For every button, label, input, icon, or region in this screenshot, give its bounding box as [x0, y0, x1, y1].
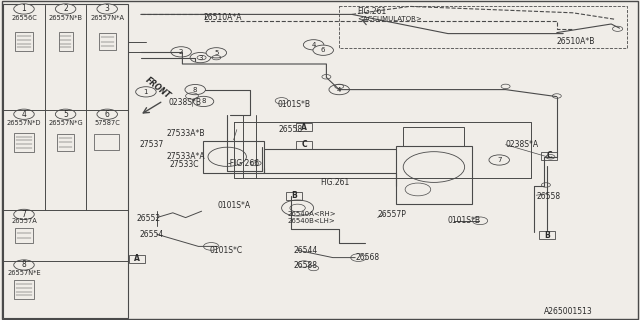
Bar	[15, 228, 33, 243]
Text: 6: 6	[321, 47, 326, 53]
Circle shape	[329, 84, 349, 95]
Circle shape	[206, 48, 227, 58]
Bar	[95, 134, 119, 150]
Text: 26557N*D: 26557N*D	[7, 120, 41, 126]
Text: 8: 8	[201, 99, 206, 104]
Circle shape	[14, 260, 35, 270]
Text: FRONT: FRONT	[144, 76, 172, 100]
Text: 3: 3	[105, 4, 109, 13]
Text: 27533C: 27533C	[170, 160, 199, 169]
Circle shape	[97, 109, 118, 119]
Text: 26557N*B: 26557N*B	[49, 15, 83, 20]
Text: 26558: 26558	[536, 192, 561, 201]
Text: FIG.261: FIG.261	[320, 178, 349, 187]
Text: 26557N*A: 26557N*A	[90, 15, 124, 20]
Text: 0238S*B: 0238S*B	[169, 98, 202, 107]
Bar	[59, 32, 73, 51]
Text: 2: 2	[179, 49, 183, 55]
Text: B: B	[292, 191, 297, 200]
Text: 26510A*A: 26510A*A	[204, 13, 242, 22]
Circle shape	[14, 109, 35, 119]
Text: 26557A: 26557A	[11, 219, 37, 224]
Text: 27533A*B: 27533A*B	[166, 129, 205, 138]
Circle shape	[303, 40, 324, 50]
Circle shape	[185, 84, 205, 95]
Text: A265001513: A265001513	[544, 307, 593, 316]
Text: C: C	[547, 151, 552, 160]
Text: 26557N*G: 26557N*G	[48, 120, 83, 126]
Text: 27537: 27537	[140, 140, 164, 149]
Text: 26554: 26554	[140, 230, 164, 239]
Circle shape	[171, 47, 191, 57]
Text: 8: 8	[22, 260, 26, 269]
Text: 2: 2	[63, 4, 68, 13]
Text: 4: 4	[312, 42, 316, 48]
Bar	[296, 123, 312, 131]
Text: 26558: 26558	[278, 125, 303, 134]
Text: 0101S*A: 0101S*A	[218, 201, 251, 210]
Text: 26557P: 26557P	[378, 210, 406, 219]
Bar	[129, 255, 145, 262]
Bar	[396, 146, 472, 204]
Circle shape	[313, 45, 333, 55]
Text: 26544: 26544	[293, 246, 317, 255]
Text: 1: 1	[22, 4, 26, 13]
Text: 26557N*E: 26557N*E	[7, 270, 41, 276]
Bar	[15, 32, 33, 51]
Text: 26556C: 26556C	[11, 15, 37, 20]
Circle shape	[489, 155, 509, 165]
Text: 57587C: 57587C	[94, 120, 120, 126]
Text: 0238S*A: 0238S*A	[506, 140, 539, 149]
Text: <ACCUMULATOR>: <ACCUMULATOR>	[357, 16, 422, 22]
Bar	[540, 231, 556, 239]
Bar	[3, 4, 128, 318]
Circle shape	[14, 209, 35, 220]
Bar	[541, 152, 557, 160]
Text: 26568: 26568	[355, 253, 380, 262]
Text: 0101S*B: 0101S*B	[448, 216, 481, 225]
Text: 7: 7	[497, 157, 502, 163]
Text: FIG.261: FIG.261	[357, 7, 387, 16]
Bar	[99, 33, 115, 51]
Text: 26540B<LH>: 26540B<LH>	[288, 219, 336, 224]
Text: 26588: 26588	[293, 261, 317, 270]
Text: 26510A*B: 26510A*B	[557, 37, 595, 46]
Text: -FIG.266: -FIG.266	[227, 159, 259, 168]
Text: 5: 5	[214, 50, 218, 56]
Bar	[14, 133, 33, 152]
Bar	[296, 141, 312, 148]
Circle shape	[14, 4, 35, 14]
Text: 27533A*A: 27533A*A	[166, 152, 205, 161]
Text: 26552: 26552	[137, 214, 161, 223]
Text: 5: 5	[63, 110, 68, 119]
Circle shape	[193, 96, 214, 107]
Text: A: A	[134, 254, 140, 263]
Text: 1: 1	[143, 89, 148, 95]
Text: C: C	[301, 140, 307, 149]
Text: 0101S*C: 0101S*C	[210, 246, 243, 255]
Text: 3: 3	[198, 55, 203, 60]
Bar	[287, 192, 302, 200]
Text: 4: 4	[337, 87, 341, 92]
Circle shape	[97, 4, 118, 14]
Bar	[403, 127, 464, 146]
Bar	[203, 141, 264, 173]
Bar	[14, 280, 33, 299]
Text: 26540A<RH>: 26540A<RH>	[288, 212, 337, 217]
Text: 8: 8	[193, 87, 198, 92]
Text: 6: 6	[105, 110, 109, 119]
Bar	[58, 134, 74, 151]
Text: 0101S*B: 0101S*B	[277, 100, 310, 109]
Text: A: A	[301, 123, 307, 132]
Circle shape	[190, 52, 211, 63]
Circle shape	[136, 87, 156, 97]
Text: 7: 7	[22, 210, 26, 219]
Text: 4: 4	[22, 110, 26, 119]
Text: B: B	[545, 231, 550, 240]
Circle shape	[56, 109, 76, 119]
Circle shape	[56, 4, 76, 14]
